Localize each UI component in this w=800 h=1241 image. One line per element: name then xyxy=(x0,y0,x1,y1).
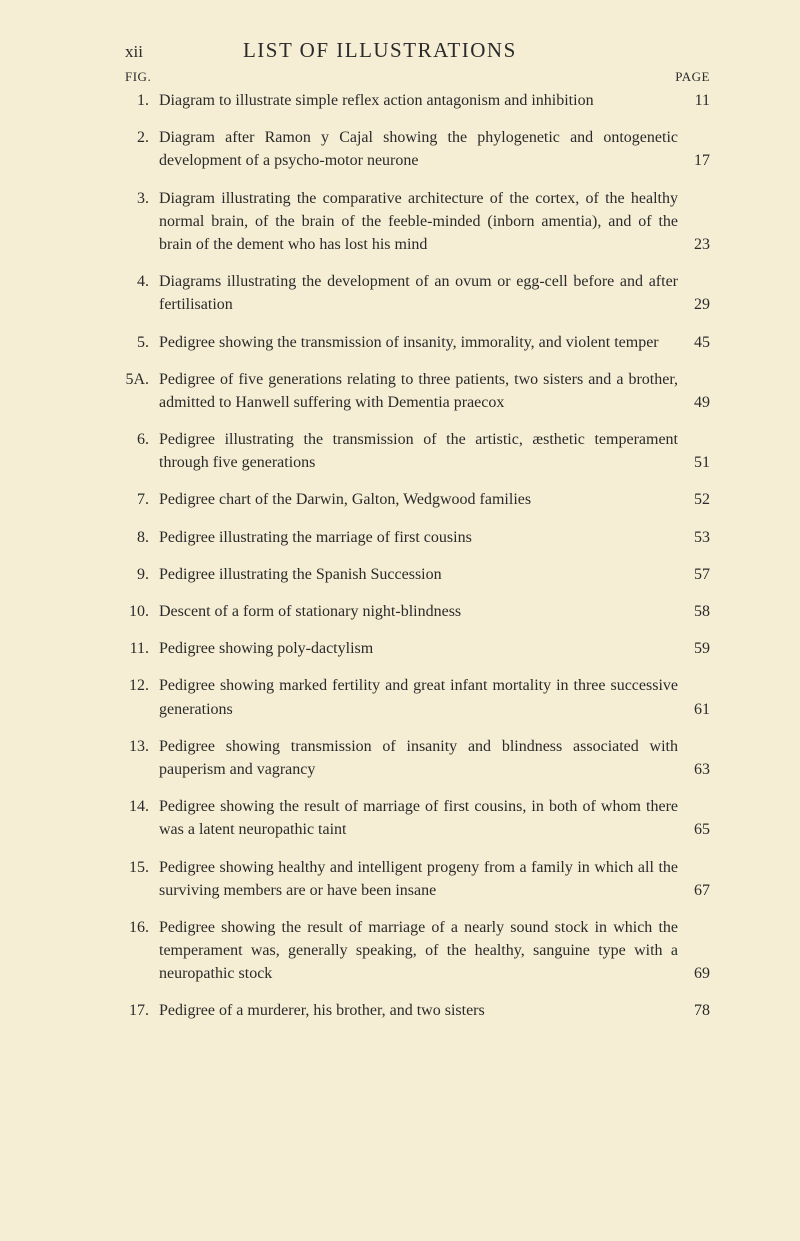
entry-description: Pedigree showing marked fertility and gr… xyxy=(159,674,678,720)
list-entry: 12.Pedigree showing marked fertility and… xyxy=(125,674,710,720)
entry-description: Diagram to illustrate simple reflex acti… xyxy=(159,89,678,112)
column-labels-row: FIG. PAGE xyxy=(125,69,710,85)
fig-column-label: FIG. xyxy=(125,69,151,85)
entries-list: 1.Diagram to illustrate simple reflex ac… xyxy=(125,89,710,1023)
entry-number: 1. xyxy=(125,89,159,112)
list-entry: 8.Pedigree illustrating the marriage of … xyxy=(125,526,710,549)
list-entry: 17.Pedigree of a murderer, his brother, … xyxy=(125,999,710,1022)
entry-description: Pedigree showing healthy and intelligent… xyxy=(159,856,678,902)
entry-page-number: 63 xyxy=(678,758,710,781)
entry-description: Pedigree of a murderer, his brother, and… xyxy=(159,999,678,1022)
entry-page-number: 17 xyxy=(678,149,710,172)
entry-number: 5A. xyxy=(125,368,159,391)
entry-number: 8. xyxy=(125,526,159,549)
list-entry: 14.Pedigree showing the result of marria… xyxy=(125,795,710,841)
entry-page-number: 65 xyxy=(678,818,710,841)
entry-description: Diagram illustrating the comparative arc… xyxy=(159,187,678,257)
entry-number: 15. xyxy=(125,856,159,879)
entry-number: 6. xyxy=(125,428,159,451)
entry-description: Pedigree chart of the Darwin, Galton, We… xyxy=(159,488,678,511)
list-entry: 10.Descent of a form of stationary night… xyxy=(125,600,710,623)
list-entry: 3.Diagram illustrating the comparative a… xyxy=(125,187,710,257)
entry-page-number: 45 xyxy=(678,331,710,354)
entry-page-number: 67 xyxy=(678,879,710,902)
entry-page-number: 69 xyxy=(678,962,710,985)
entry-number: 3. xyxy=(125,187,159,210)
entry-description: Pedigree showing the result of marriage … xyxy=(159,916,678,986)
list-entry: 13.Pedigree showing transmission of insa… xyxy=(125,735,710,781)
entry-page-number: 29 xyxy=(678,293,710,316)
list-entry: 5A.Pedigree of five generations relating… xyxy=(125,368,710,414)
list-entry: 7.Pedigree chart of the Darwin, Galton, … xyxy=(125,488,710,511)
header-row: xii LIST OF ILLUSTRATIONS xyxy=(125,38,710,63)
list-entry: 6.Pedigree illustrating the transmission… xyxy=(125,428,710,474)
entry-page-number: 11 xyxy=(678,89,710,112)
list-entry: 5.Pedigree showing the transmission of i… xyxy=(125,331,710,354)
entry-description: Diagrams illustrating the development of… xyxy=(159,270,678,316)
list-entry: 16.Pedigree showing the result of marria… xyxy=(125,916,710,986)
entry-description: Pedigree showing the transmission of ins… xyxy=(159,331,678,354)
entry-number: 5. xyxy=(125,331,159,354)
entry-description: Pedigree illustrating the marriage of fi… xyxy=(159,526,678,549)
entry-number: 12. xyxy=(125,674,159,697)
entry-number: 16. xyxy=(125,916,159,939)
list-entry: 15.Pedigree showing healthy and intellig… xyxy=(125,856,710,902)
entry-number: 4. xyxy=(125,270,159,293)
entry-page-number: 57 xyxy=(678,563,710,586)
entry-number: 14. xyxy=(125,795,159,818)
entry-description: Pedigree showing poly-dactylism xyxy=(159,637,678,660)
entry-description: Descent of a form of stationary night-bl… xyxy=(159,600,678,623)
entry-description: Pedigree illustrating the Spanish Succes… xyxy=(159,563,678,586)
entry-number: 7. xyxy=(125,488,159,511)
entry-number: 2. xyxy=(125,126,159,149)
entry-page-number: 49 xyxy=(678,391,710,414)
entry-page-number: 52 xyxy=(678,488,710,511)
entry-description: Pedigree showing the result of marriage … xyxy=(159,795,678,841)
entry-description: Diagram after Ramon y Cajal showing the … xyxy=(159,126,678,172)
list-entry: 1.Diagram to illustrate simple reflex ac… xyxy=(125,89,710,112)
entry-number: 11. xyxy=(125,637,159,660)
entry-number: 13. xyxy=(125,735,159,758)
list-entry: 2.Diagram after Ramon y Cajal showing th… xyxy=(125,126,710,172)
entry-page-number: 23 xyxy=(678,233,710,256)
list-entry: 4.Diagrams illustrating the development … xyxy=(125,270,710,316)
list-entry: 11.Pedigree showing poly-dactylism59 xyxy=(125,637,710,660)
entry-description: Pedigree showing transmission of insanit… xyxy=(159,735,678,781)
entry-description: Pedigree illustrating the transmission o… xyxy=(159,428,678,474)
entry-number: 10. xyxy=(125,600,159,623)
entry-page-number: 58 xyxy=(678,600,710,623)
entry-number: 9. xyxy=(125,563,159,586)
entry-number: 17. xyxy=(125,999,159,1022)
page-column-label: PAGE xyxy=(675,69,710,85)
entry-description: Pedigree of five generations relating to… xyxy=(159,368,678,414)
page-title: LIST OF ILLUSTRATIONS xyxy=(243,38,517,63)
list-entry: 9.Pedigree illustrating the Spanish Succ… xyxy=(125,563,710,586)
page-roman-numeral: xii xyxy=(125,42,143,62)
entry-page-number: 59 xyxy=(678,637,710,660)
entry-page-number: 53 xyxy=(678,526,710,549)
entry-page-number: 51 xyxy=(678,451,710,474)
entry-page-number: 61 xyxy=(678,698,710,721)
entry-page-number: 78 xyxy=(678,999,710,1022)
